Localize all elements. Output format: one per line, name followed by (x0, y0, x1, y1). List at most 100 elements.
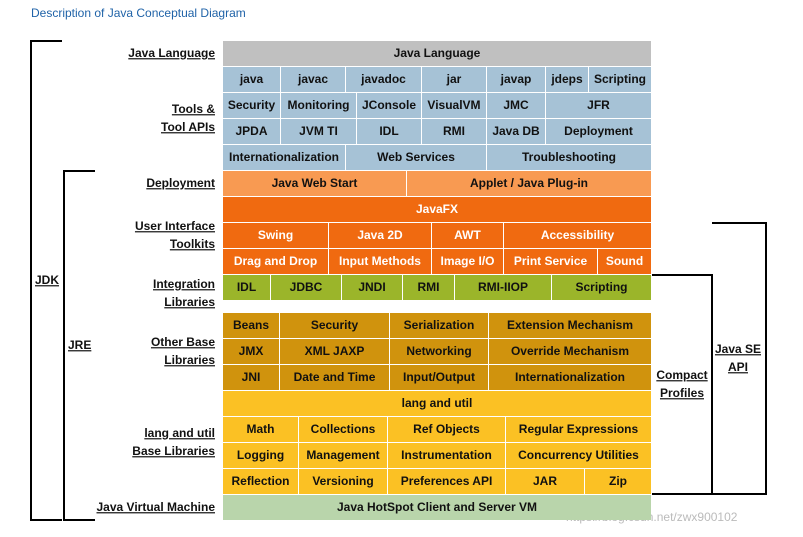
component-box (506, 417, 651, 442)
component-label: Override Mechanism (511, 344, 629, 358)
component-label: JConsole (362, 98, 416, 112)
component-label: Internationalization (515, 370, 625, 384)
layer-label: Java Language (128, 46, 215, 60)
component-label: VisualVM (427, 98, 480, 112)
component-label: Logging (237, 448, 284, 462)
component-box (346, 67, 421, 92)
component-label: Serialization (404, 318, 475, 332)
component-box (598, 249, 651, 274)
component-label: Image I/O (440, 254, 494, 268)
component-box (487, 67, 545, 92)
component-label: lang and util (402, 396, 473, 410)
component-label: RMI (418, 280, 440, 294)
compact-label: Compact (656, 368, 707, 382)
component-label: Java Language (394, 46, 481, 60)
component-box (487, 145, 651, 170)
layer-label: Tool APIs (161, 120, 215, 134)
se-label: API (728, 360, 748, 374)
component-label: Security (228, 98, 276, 112)
component-box (271, 275, 341, 300)
component-label: JavaFX (416, 202, 458, 216)
component-label: Java Web Start (272, 176, 358, 190)
component-box (223, 275, 270, 300)
component-box (546, 67, 588, 92)
component-label: IDL (237, 280, 256, 294)
component-box (281, 67, 345, 92)
component-label: Concurrency Utilities (518, 448, 639, 462)
component-box (506, 443, 651, 468)
component-box (281, 119, 356, 144)
component-box (223, 197, 651, 222)
component-box (506, 469, 584, 494)
component-label: IDL (379, 124, 398, 138)
component-label: AWT (454, 228, 481, 242)
component-label: Management (306, 448, 379, 462)
component-box (388, 443, 505, 468)
component-label: Applet / Java Plug-in (470, 176, 588, 190)
component-box (223, 495, 651, 520)
component-box (299, 417, 387, 442)
component-label: javap (500, 72, 532, 86)
component-box (299, 469, 387, 494)
jdk-bracket (30, 40, 62, 521)
layer-label: User Interface (135, 219, 215, 233)
component-label: Zip (609, 474, 627, 488)
component-label: Networking (406, 344, 471, 358)
component-box (489, 339, 651, 364)
layer-label: Other Base (151, 335, 215, 349)
component-label: javadoc (360, 72, 406, 86)
component-label: jar (446, 72, 462, 86)
component-label: Instrumentation (401, 448, 492, 462)
component-label: JPDA (235, 124, 267, 138)
component-label: Reflection (231, 474, 289, 488)
component-box (585, 469, 651, 494)
component-label: Input/Output (403, 370, 475, 384)
component-box (388, 417, 505, 442)
component-label: XML JAXP (305, 344, 365, 358)
component-label: JFR (587, 98, 610, 112)
component-label: Troubleshooting (522, 150, 616, 164)
jdk-label: JDK (35, 273, 59, 287)
component-box (546, 119, 651, 144)
component-label: Java HotSpot Client and Server VM (337, 500, 537, 514)
component-label: Java DB (492, 124, 540, 138)
component-box (422, 67, 486, 92)
component-label: Scripting (575, 280, 627, 294)
component-box (223, 339, 279, 364)
layer-label: Toolkits (170, 237, 215, 251)
component-box (504, 249, 597, 274)
component-box (432, 223, 503, 248)
component-box (388, 469, 505, 494)
component-label: Extension Mechanism (507, 318, 633, 332)
component-box (432, 249, 503, 274)
component-box (223, 223, 328, 248)
component-box (223, 249, 328, 274)
component-label: Security (311, 318, 359, 332)
component-label: Versioning (312, 474, 373, 488)
component-box (281, 93, 356, 118)
component-label: Preferences API (401, 474, 493, 488)
component-box (223, 391, 651, 416)
component-box (223, 67, 280, 92)
compact-bracket (652, 274, 713, 495)
component-label: Input Methods (339, 254, 421, 268)
component-label: Print Service (514, 254, 588, 268)
component-box (403, 275, 454, 300)
layer-label: Integration (153, 277, 215, 291)
component-box (489, 365, 651, 390)
component-box (223, 145, 345, 170)
component-box (223, 119, 280, 144)
component-box (223, 93, 280, 118)
component-label: Date and Time (294, 370, 376, 384)
component-label: javac (297, 72, 328, 86)
component-box (487, 93, 545, 118)
component-label: JMC (503, 98, 529, 112)
layer-label: Libraries (164, 353, 215, 367)
component-box (552, 275, 651, 300)
component-box (223, 443, 298, 468)
component-label: JNI (242, 370, 261, 384)
component-label: JMX (239, 344, 264, 358)
component-label: Accessibility (541, 228, 615, 242)
component-box (504, 223, 651, 248)
